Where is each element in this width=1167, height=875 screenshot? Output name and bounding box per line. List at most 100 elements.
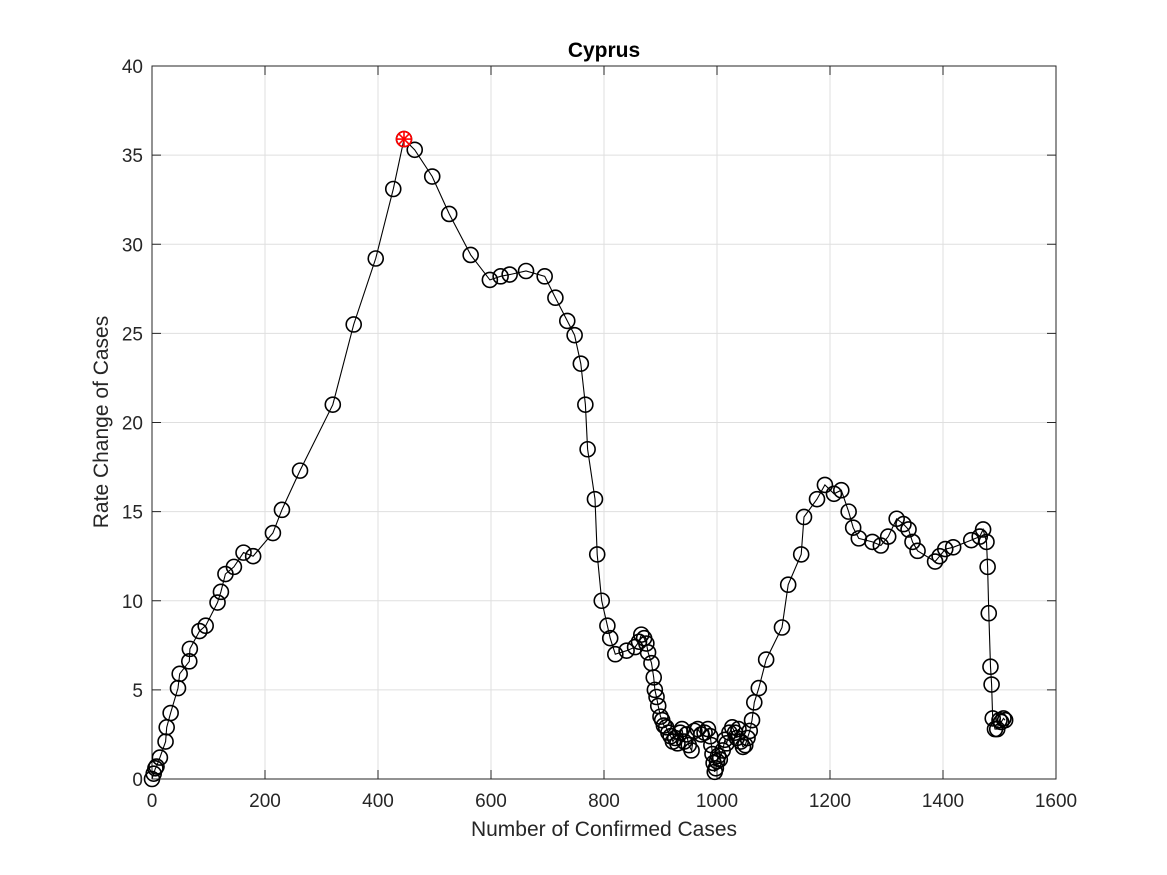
data-point <box>936 540 954 558</box>
data-point <box>481 271 499 289</box>
data-point <box>683 742 700 759</box>
peak-point-circle <box>395 130 413 148</box>
data-point <box>181 640 199 658</box>
data-point <box>978 533 995 551</box>
data-point <box>572 355 590 372</box>
data-point <box>844 519 862 536</box>
data-point <box>547 289 564 307</box>
data-point <box>209 594 226 611</box>
x-tick-label: 800 <box>588 791 620 812</box>
data-point <box>235 544 252 561</box>
data-point <box>904 533 921 551</box>
y-tick-label: 0 <box>132 770 143 791</box>
y-tick-label: 10 <box>122 592 143 613</box>
data-point <box>517 262 535 280</box>
data-point <box>291 462 309 479</box>
y-tick-label: 20 <box>122 414 143 435</box>
data-point <box>566 326 583 344</box>
data-point <box>345 316 363 333</box>
series-line <box>151 137 1006 780</box>
data-point <box>630 633 648 651</box>
data-point <box>606 645 624 663</box>
data-point <box>264 524 282 542</box>
data-point <box>646 681 664 699</box>
data-point <box>197 617 214 635</box>
data-point <box>273 501 291 519</box>
data-point <box>492 268 509 285</box>
data-point <box>151 749 169 766</box>
data-point <box>743 711 761 729</box>
x-tick-label: 0 <box>147 791 158 812</box>
data-point <box>501 266 518 283</box>
x-tick-label: 600 <box>475 791 507 812</box>
data-point <box>741 722 759 740</box>
data-point <box>180 653 198 670</box>
data-point <box>577 396 594 413</box>
x-axis-label: Number of Confirmed Cases <box>471 818 737 841</box>
highlight-marker <box>395 130 413 148</box>
y-tick-label: 25 <box>122 324 143 345</box>
data-point <box>734 738 752 756</box>
x-tick-label: 200 <box>249 791 281 812</box>
axis-ticks: 0 200 400 600 800 1000 1200 1400 1600 0 5 10 15 20 25 3… <box>122 57 1077 812</box>
peak-point-star <box>398 133 410 145</box>
data-point <box>832 481 850 499</box>
data-point <box>536 268 553 285</box>
data-point <box>779 576 797 594</box>
data-point <box>558 312 576 330</box>
data-point <box>191 622 208 640</box>
data-point <box>864 533 881 551</box>
chart-title: Cyprus <box>568 39 640 62</box>
data-point <box>730 720 747 738</box>
data-point <box>974 521 992 538</box>
y-axis-label: Rate Change of Cases <box>90 316 113 528</box>
data-point <box>711 751 729 768</box>
data-point <box>750 679 768 697</box>
data-point <box>244 547 262 565</box>
data-point <box>618 642 635 659</box>
data-point <box>384 180 402 198</box>
data-point <box>983 676 1000 693</box>
data-point <box>900 521 917 538</box>
data-point <box>708 752 726 770</box>
x-tick-label: 1600 <box>1035 791 1077 812</box>
data-point <box>639 644 657 661</box>
y-tick-label: 35 <box>122 146 143 167</box>
data-point <box>423 168 441 185</box>
data-point <box>324 396 342 413</box>
data-point <box>147 760 164 777</box>
x-tick-label: 1200 <box>809 791 851 812</box>
y-tick-label: 15 <box>122 503 143 524</box>
data-point <box>792 546 810 563</box>
data-point <box>995 710 1012 727</box>
data-point <box>825 485 843 503</box>
data-point <box>579 440 596 458</box>
data-point <box>773 619 791 636</box>
data-point <box>757 651 775 668</box>
data-point <box>707 760 725 777</box>
data-point <box>816 476 834 494</box>
y-tick-label: 5 <box>132 681 143 702</box>
data-point <box>225 558 243 576</box>
data-point <box>440 205 458 223</box>
data-point <box>840 503 857 520</box>
data-markers <box>143 130 1014 788</box>
data-point <box>593 592 611 610</box>
data-point <box>808 490 826 508</box>
data-point <box>586 490 604 508</box>
data-point <box>638 635 655 652</box>
data-point <box>406 141 424 159</box>
y-tick-label: 30 <box>122 235 143 256</box>
y-tick-label: 40 <box>122 57 143 78</box>
data-point <box>601 629 619 647</box>
data-point <box>367 250 385 267</box>
data-point <box>171 665 188 683</box>
data-point <box>996 711 1014 729</box>
x-tick-label: 1400 <box>922 791 964 812</box>
data-point <box>739 729 756 747</box>
data-point <box>982 658 999 676</box>
data-point <box>699 720 717 738</box>
data-point <box>879 528 897 545</box>
data-point <box>148 758 165 775</box>
x-tick-label: 400 <box>362 791 394 812</box>
